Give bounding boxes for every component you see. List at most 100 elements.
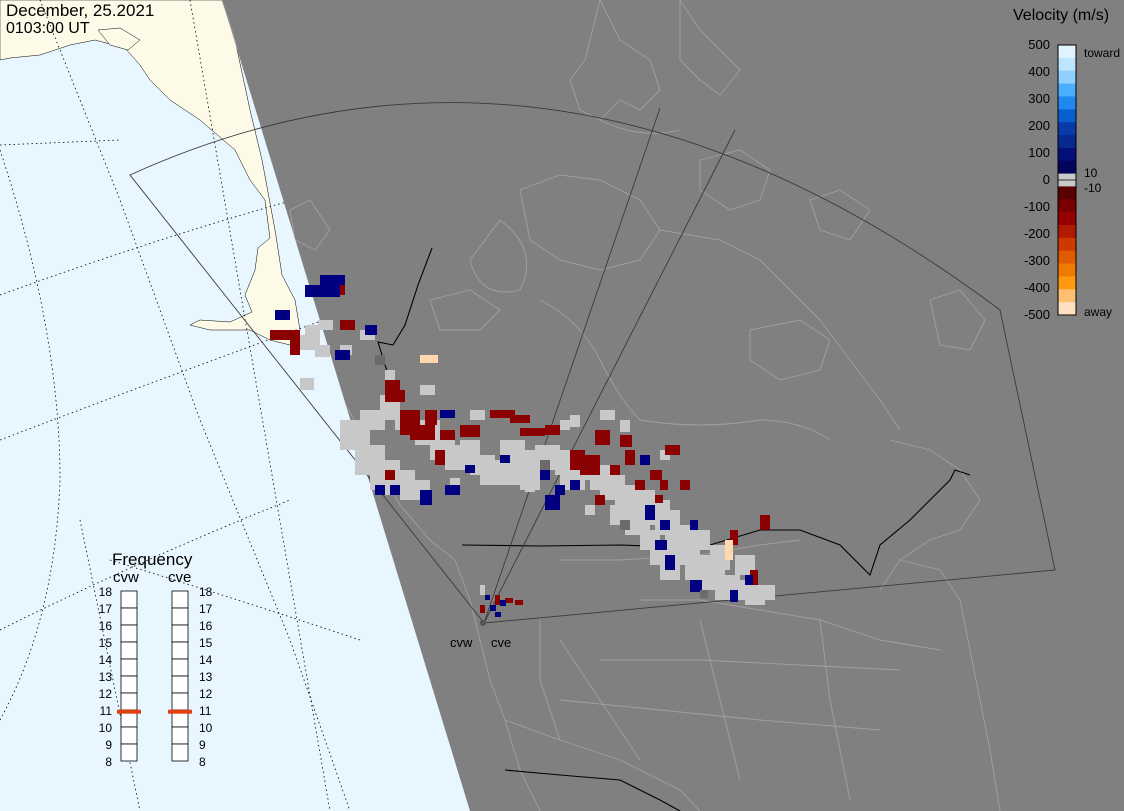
echo-cell <box>580 455 600 475</box>
echo-cell <box>545 425 560 435</box>
echo-cell <box>635 480 645 490</box>
frequency-gauge-cell <box>171 641 189 660</box>
frequency-gauge-cell <box>120 590 138 609</box>
echo-cell <box>275 310 290 320</box>
colorbar-swatch <box>1058 225 1076 239</box>
echo-cell <box>560 420 570 430</box>
echo-cell <box>480 605 485 613</box>
colorbar-swatch <box>1058 96 1076 110</box>
echo-cell <box>425 410 437 425</box>
velocity-colorbar: Velocity (m/s) 500 400 300 200 100 0 -100 -200 -… <box>1013 7 1120 322</box>
echo-cell <box>385 470 395 480</box>
echo-cell <box>300 378 314 390</box>
echo-cell <box>320 275 345 285</box>
colorbar-frame <box>1057 44 1077 316</box>
frequency-gauges: 18 17 16 15 14 13 12 11 10 9 8 18 17 16 15 14 13 12 11 10 9 8 <box>99 585 213 769</box>
frequency-tick-label: 18 <box>199 585 213 599</box>
echo-cell <box>690 520 698 530</box>
frequency-tick-label: 16 <box>99 619 113 633</box>
echo-cell <box>680 480 690 490</box>
echo-cell <box>665 555 675 570</box>
colorbar-swatch <box>1058 250 1076 265</box>
echo-cell <box>460 425 480 437</box>
echo-cell <box>315 345 330 357</box>
echo-cell <box>545 495 560 510</box>
frequency-tick-label: 15 <box>199 636 213 650</box>
echo-cell <box>480 585 485 595</box>
echo-cell <box>420 490 432 505</box>
echo-cell <box>290 340 300 355</box>
echo-cell <box>690 530 710 550</box>
frequency-tick-label: 14 <box>99 653 113 667</box>
colorbar-swatch <box>1058 57 1076 72</box>
echo-cell <box>730 530 738 545</box>
colorbar-swatch <box>1058 135 1076 149</box>
frequency-gauge-cell <box>120 692 138 711</box>
echo-cell <box>650 470 662 480</box>
echo-cell <box>525 480 535 492</box>
echo-cell <box>660 480 668 490</box>
frequency-gauge-cell <box>171 675 189 694</box>
echo-cell <box>760 585 775 600</box>
echo-cell <box>520 428 545 436</box>
echo-cell <box>465 465 475 473</box>
echo-cell <box>585 505 595 515</box>
colorbar-tick-label: 300 <box>1028 91 1050 106</box>
echo-cell <box>335 350 350 360</box>
radar-sites: cvw cve <box>450 620 511 650</box>
frequency-gauge-cell <box>171 726 189 745</box>
colorbar-swatch <box>1058 289 1076 303</box>
frequency-gauge-cell <box>171 590 189 609</box>
colorbar-swatch <box>1058 263 1076 278</box>
frequency-tick-label: 14 <box>199 653 213 667</box>
colorbar-title: Velocity (m/s) <box>1013 7 1109 24</box>
echo-cell <box>595 495 605 505</box>
frequency-tick-label: 8 <box>199 755 206 769</box>
frequency-gauge-cell <box>120 641 138 660</box>
echo-cell <box>515 600 523 605</box>
echo-cell <box>620 520 630 530</box>
echo-cell <box>555 485 565 495</box>
frequency-tick-label: 9 <box>105 738 112 752</box>
echo-cell <box>760 515 770 530</box>
colorbar-away-label: away <box>1084 305 1112 319</box>
echo-cell <box>570 415 580 427</box>
colorbar-swatches <box>1058 45 1076 316</box>
radar-echo-cells <box>270 275 775 617</box>
echo-cell <box>450 478 460 488</box>
colorbar-swatch <box>1058 276 1076 290</box>
colorbar-swatch <box>1058 70 1076 85</box>
radar-fov-outlines <box>129 102 1056 624</box>
echo-cell <box>305 285 340 297</box>
frequency-tick-label: 10 <box>99 721 113 735</box>
echo-cell <box>490 410 515 418</box>
colorbar-swatch <box>1058 212 1076 226</box>
echo-cell <box>500 455 510 463</box>
colorbar-swatch <box>1058 109 1076 123</box>
colorbar-pos-threshold: 10 <box>1084 166 1098 180</box>
frequency-tick-label: 11 <box>100 704 113 718</box>
echo-cell <box>540 470 550 480</box>
frequency-gauge-cell <box>120 675 138 694</box>
frequency-tick-label: 12 <box>99 687 113 701</box>
frequency-tick-label: 16 <box>199 619 213 633</box>
echo-cell <box>420 355 438 363</box>
dayside-land <box>0 0 301 346</box>
echo-cell <box>490 605 496 611</box>
echo-cell <box>645 505 655 520</box>
graticule-day <box>0 0 381 811</box>
echo-cell <box>500 600 506 606</box>
frequency-tick-label: 15 <box>99 636 113 650</box>
echo-cell <box>365 325 377 335</box>
colorbar-tick-label: -300 <box>1024 253 1050 268</box>
echo-cell <box>270 330 300 340</box>
frequency-marker-cvw <box>117 709 141 714</box>
frequency-tick-label: 18 <box>99 585 113 599</box>
colorbar-swatch <box>1058 302 1076 316</box>
frequency-gauge-cell <box>171 624 189 643</box>
echo-cell <box>655 540 667 550</box>
echo-cell <box>620 435 632 447</box>
frequency-gauge-cell <box>120 726 138 745</box>
